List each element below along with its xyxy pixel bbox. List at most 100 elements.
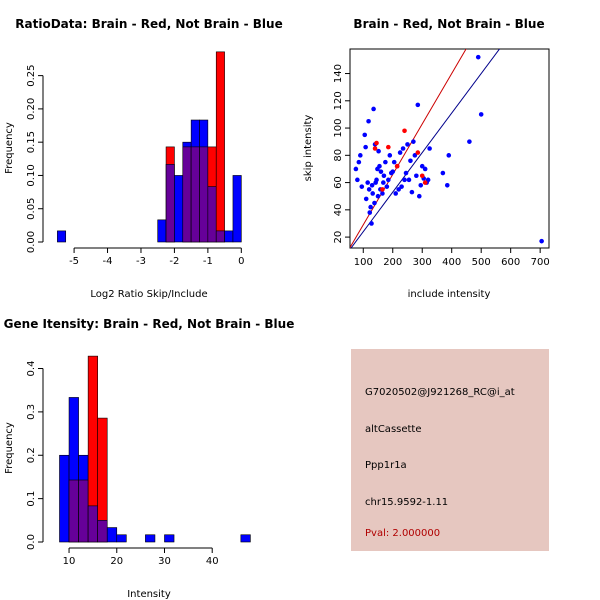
ratio-bar-brain--0.75 xyxy=(215,51,225,243)
scatter-x-tick-label: 700 xyxy=(531,257,550,268)
intensity-bar-notbrain-46 xyxy=(240,534,251,543)
intensity-histogram-xlabel: Intensity xyxy=(127,589,171,600)
ratio-y-tick-label: 0.20 xyxy=(26,98,37,120)
intensity-histogram: Gene Itensity: Brain - Red, Not Brain - … xyxy=(4,317,295,600)
scatter-x-tick-label: 200 xyxy=(383,257,402,268)
event-type: altCassette xyxy=(365,424,422,435)
ratio-y-tick-label: 0.10 xyxy=(26,164,37,186)
scatter-x-tick-label: 500 xyxy=(472,257,491,268)
intensity-bar-notbrain-20 xyxy=(116,534,127,543)
intensity-histogram-axes: 10 20 30 40 0.0 0.1 0.2 0.3 0.4 xyxy=(26,361,219,567)
probe-id: G7020502@J921268_RC@i_at xyxy=(365,387,515,398)
scatter-y-tick-label: 140 xyxy=(333,64,344,83)
scatter-plot-box xyxy=(349,48,550,249)
intensity-bar-overlap-16 xyxy=(97,520,108,543)
ratio-x-tick-label: -3 xyxy=(136,256,146,267)
scatter-point-notbrain xyxy=(406,177,412,183)
scatter-point-notbrain xyxy=(475,54,481,60)
scatter-point-notbrain xyxy=(397,150,403,155)
scatter-point-notbrain xyxy=(378,169,384,174)
intensity-histogram-bars xyxy=(59,355,251,543)
scatter-point-brain xyxy=(380,187,385,192)
ratio-x-tick-label: 0 xyxy=(238,256,244,267)
intensity-histogram-title: Gene Itensity: Brain - Red, Not Brain - … xyxy=(4,317,295,331)
intensity-bar-notbrain-8 xyxy=(59,454,70,543)
gene-name: Ppp1r1a xyxy=(365,460,407,471)
ratio-bar-overlap--1.25 xyxy=(199,146,209,243)
intensity-y-tick-label: 0.3 xyxy=(26,404,37,420)
scatter-point-notbrain xyxy=(415,102,421,108)
scatter-point-notbrain xyxy=(409,189,415,195)
scatter-fit-line-brain xyxy=(350,49,467,248)
ratio-y-tick-label: 0.15 xyxy=(26,131,37,153)
ratio-bar-notbrain--0.25 xyxy=(232,175,242,243)
scatter-x-tick-label: 100 xyxy=(354,257,373,268)
scatter-point-notbrain xyxy=(363,144,368,150)
scatter-point-notbrain xyxy=(422,166,428,172)
scatter-x-tick-label: 300 xyxy=(413,257,432,268)
scatter-y-tick-label: 20 xyxy=(333,231,344,244)
ratio-histogram: RatioData: Brain - Red, Not Brain - Blue… xyxy=(4,17,283,300)
scatter-point-notbrain xyxy=(412,153,418,158)
ratio-histogram-title: RatioData: Brain - Red, Not Brain - Blue xyxy=(15,17,282,31)
ratio-bar-overlap--1 xyxy=(207,186,217,243)
genomic-location: chr15.9592-1.11 xyxy=(365,497,449,508)
scatter-point-notbrain xyxy=(369,183,375,188)
scatter-point-notbrain xyxy=(375,193,381,199)
scatter-point-notbrain xyxy=(370,191,376,196)
scatter-point-notbrain xyxy=(425,177,431,183)
scatter-point-notbrain xyxy=(399,184,404,189)
scatter-point-notbrain xyxy=(355,177,360,183)
scatter-point-notbrain xyxy=(377,163,382,169)
ratio-x-tick-label: -1 xyxy=(203,256,213,267)
ratio-x-tick-label: -4 xyxy=(103,256,113,267)
info-panel: G7020502@J921268_RC@i_at altCassette Ppp… xyxy=(351,349,549,551)
scatter-y-tick-label: 80 xyxy=(333,149,344,162)
scatter-fit-line-notbrain xyxy=(350,49,501,248)
intensity-bar-overlap-10 xyxy=(68,479,79,543)
scatter-point-notbrain xyxy=(387,153,393,158)
scatter-point-brain xyxy=(372,146,378,151)
scatter-point-notbrain xyxy=(403,170,409,176)
scatter-point-notbrain xyxy=(381,173,387,179)
ratio-bar-overlap--1.5 xyxy=(190,146,200,243)
scatter-point-notbrain xyxy=(440,170,446,176)
scatter-point-notbrain xyxy=(383,159,388,165)
scatter-point-notbrain xyxy=(362,132,368,138)
scatter-point-notbrain xyxy=(411,139,416,144)
scatter-point-notbrain xyxy=(358,153,363,158)
scatter-point-notbrain xyxy=(427,146,432,151)
intensity-y-tick-label: 0.4 xyxy=(26,361,37,377)
scatter-axes: 100 200 300 400 500 600 700 20 40 60 80 100 120 140 xyxy=(333,64,550,268)
intensity-y-tick-label: 0.0 xyxy=(26,534,37,550)
scatter-point-notbrain xyxy=(416,193,422,199)
scatter-point-notbrain xyxy=(380,191,385,196)
intensity-bar-notbrain-18 xyxy=(106,527,118,543)
scatter-point-notbrain xyxy=(446,153,452,158)
intensity-bar-overlap-12 xyxy=(78,479,89,543)
scatter-point-notbrain xyxy=(539,238,544,244)
scatter-point-notbrain xyxy=(376,148,381,154)
ratio-bar-notbrain--2.5 xyxy=(157,219,167,243)
scatter-point-notbrain xyxy=(374,177,379,183)
scatter-x-tick-label: 600 xyxy=(501,257,520,268)
scatter-point-notbrain xyxy=(391,159,397,165)
ratio-x-tick-label: -2 xyxy=(169,256,179,267)
scatter-point-notbrain xyxy=(367,210,373,215)
intensity-bar-notbrain-26 xyxy=(145,534,156,543)
scatter-ylabel: skip intensity xyxy=(303,115,314,182)
scatter-point-notbrain xyxy=(368,204,373,210)
scatter-title: Brain - Red, Not Brain - Blue xyxy=(353,17,544,31)
scatter-point-notbrain xyxy=(353,166,359,172)
intensity-histogram-ylabel: Frequency xyxy=(4,422,15,474)
scatter-point-notbrain xyxy=(478,112,484,117)
ratio-histogram-ylabel: Frequency xyxy=(4,122,15,174)
ratio-y-tick-label: 0.05 xyxy=(26,198,37,220)
intensity-y-tick-label: 0.1 xyxy=(26,491,37,507)
scatter-fit-lines xyxy=(350,49,501,248)
scatter-point-notbrain xyxy=(408,158,413,164)
scatter-point-notbrain xyxy=(359,184,365,189)
scatter-y-tick-label: 60 xyxy=(333,176,344,189)
ratio-bar-notbrain--5.5 xyxy=(57,230,67,243)
scatter-y-tick-label: 100 xyxy=(333,119,344,138)
